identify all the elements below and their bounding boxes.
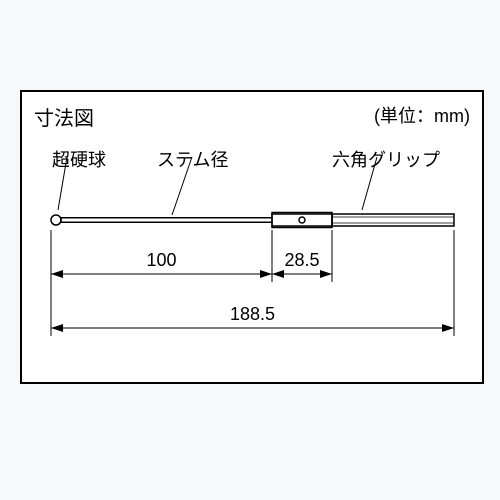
page: 寸法図 (単位：mm) 超硬球 ステム径 六角グリップ 10028.5188.5	[0, 0, 500, 500]
svg-text:100: 100	[146, 250, 176, 270]
svg-text:188.5: 188.5	[230, 304, 275, 324]
diagram-svg: 100 28.5 188.5	[22, 92, 482, 382]
svg-text:28.5: 28.5	[284, 250, 319, 270]
diagram-frame: 寸法図 (単位：mm) 超硬球 ステム径 六角グリップ 10028.5188.5	[20, 90, 484, 384]
